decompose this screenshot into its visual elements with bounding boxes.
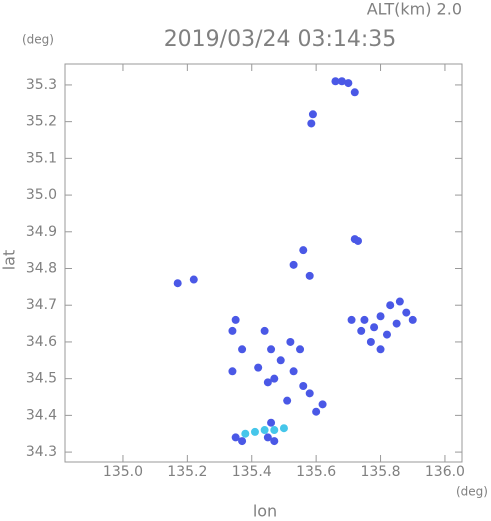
echo-point (382, 330, 391, 339)
echo-point (263, 433, 272, 442)
echo-point (228, 326, 237, 335)
echo-point (231, 315, 240, 324)
echo-point (392, 319, 401, 328)
y-unit: (deg) (22, 33, 54, 47)
echo-point (318, 400, 327, 409)
echo-point (254, 363, 263, 372)
echo-point (386, 301, 395, 310)
echo-point (238, 345, 247, 354)
echo-point (299, 381, 308, 390)
echo-point (366, 337, 375, 346)
echo-point (283, 396, 292, 405)
echo-point (286, 337, 295, 346)
echo-point (307, 119, 316, 128)
echo-point (270, 437, 279, 446)
echo-point (276, 356, 285, 365)
echo-point (270, 374, 279, 383)
echo-point (173, 279, 182, 288)
echo-point (267, 345, 276, 354)
y-tick-label: 34.5 (26, 371, 57, 387)
echo-point (228, 367, 237, 376)
echo-point (299, 246, 308, 255)
echo-point (260, 426, 269, 435)
echo-point (344, 79, 353, 88)
y-tick-label: 35.2 (26, 114, 57, 130)
chart-title: 2019/03/24 03:14:35 (164, 27, 397, 52)
echo-point (305, 271, 314, 280)
x-tick-label: 135.2 (167, 464, 207, 480)
echo-point (238, 437, 247, 446)
echo-point (289, 260, 298, 269)
echo-point (350, 88, 359, 97)
echo-point (296, 345, 305, 354)
echo-point (267, 418, 276, 427)
y-tick-label: 34.4 (26, 407, 57, 423)
echo-point (260, 326, 269, 335)
echo-point (308, 110, 317, 119)
echo-point (347, 315, 356, 324)
y-tick-label: 34.3 (26, 444, 57, 460)
echo-point (189, 275, 198, 284)
echo-point (337, 77, 346, 86)
echo-point (370, 323, 379, 332)
echo-point (241, 429, 250, 438)
echo-point (395, 297, 404, 306)
echo-point (408, 315, 417, 324)
echo-point (331, 77, 340, 86)
altitude-label: ALT(km) 2.0 (367, 0, 462, 19)
y-tick-label: 34.8 (26, 261, 57, 277)
echo-point (357, 326, 366, 335)
x-tick-label: 135.4 (232, 464, 272, 480)
echo-point (402, 308, 411, 317)
echo-point (263, 378, 272, 387)
echo-point (305, 389, 314, 398)
x-axis-label: lon (253, 502, 277, 521)
plot-frame (64, 63, 463, 463)
y-tick-label: 35.0 (26, 187, 57, 203)
echo-point (289, 367, 298, 376)
y-tick-label: 34.6 (26, 334, 57, 350)
x-unit: (deg) (456, 485, 488, 499)
echo-point (360, 315, 369, 324)
y-tick-label: 35.1 (26, 150, 57, 166)
echo-point (376, 312, 385, 321)
x-tick-label: 136.0 (425, 464, 465, 480)
y-tick-label: 35.3 (26, 77, 57, 93)
y-tick-label: 34.9 (26, 224, 57, 240)
x-tick-label: 135.8 (360, 464, 400, 480)
echo-point (354, 236, 363, 245)
echo-point (312, 407, 321, 416)
x-tick-label: 135.0 (103, 464, 143, 480)
y-tick-label: 34.7 (26, 297, 57, 313)
echo-point (231, 433, 240, 442)
y-axis-label: lat (0, 250, 19, 271)
echo-point (279, 424, 288, 433)
echo-point (376, 345, 385, 354)
echo-point (270, 426, 279, 435)
x-tick-label: 135.6 (296, 464, 336, 480)
echo-point (250, 427, 259, 436)
